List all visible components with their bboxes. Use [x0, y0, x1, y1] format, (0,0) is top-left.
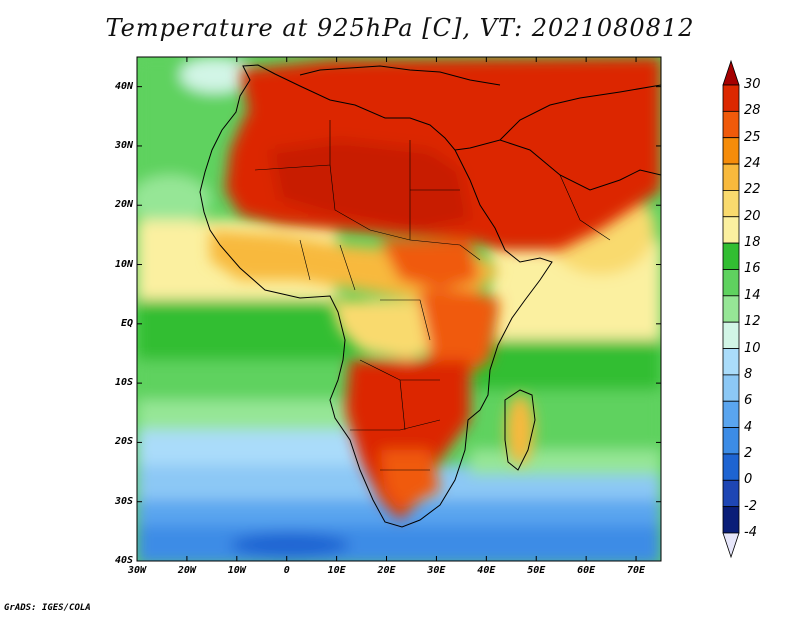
colorbar-label: 14	[744, 287, 761, 303]
colorbar	[722, 59, 740, 559]
colorbar-bottom-arrow	[722, 532, 740, 559]
colorbar-label: 2	[744, 445, 753, 461]
lon-label: 10W	[227, 565, 246, 576]
colorbar-label: -2	[744, 498, 757, 514]
colorbar-segment	[722, 269, 740, 297]
temperature-field	[137, 57, 661, 561]
colorbar-segment	[722, 295, 740, 323]
lon-label: 10E	[327, 565, 346, 576]
colorbar-label: 20	[744, 208, 761, 224]
colorbar-segment	[722, 110, 740, 139]
colorbar-label: 4	[744, 419, 753, 435]
lon-label: 60E	[577, 565, 596, 576]
colorbar-segment	[722, 216, 740, 244]
lon-label: 20E	[377, 565, 396, 576]
lat-label: 20S	[114, 436, 133, 448]
colorbar-label: -4	[744, 525, 757, 540]
colorbar-segment	[722, 84, 740, 112]
colorbar-label: 30	[744, 77, 761, 92]
lat-label: 10N	[114, 258, 133, 270]
colorbar-label: 12	[744, 314, 761, 330]
colorbar-label: 10	[744, 340, 761, 356]
colorbar-label: 0	[744, 472, 753, 488]
lon-label: 50E	[527, 565, 546, 576]
lon-label: 40E	[477, 565, 496, 576]
lon-label: 70E	[627, 565, 646, 576]
colorbar-segment	[722, 137, 740, 165]
map-frame	[136, 56, 662, 562]
colorbar-segment	[722, 242, 740, 270]
lat-label: 40N	[114, 80, 133, 92]
colorbar-top-arrow	[722, 59, 740, 86]
colorbar-segment	[722, 321, 740, 349]
colorbar-segment	[722, 400, 740, 428]
axis-ticks	[136, 57, 661, 562]
colorbar-label: 6	[744, 393, 753, 409]
colorbar-label: 22	[744, 182, 761, 198]
colorbar-segment	[722, 479, 740, 508]
colorbar-segment	[722, 453, 740, 481]
lon-label: 0	[283, 565, 290, 576]
colorbar-label: 24	[744, 156, 761, 172]
colorbar-label: 18	[744, 235, 761, 251]
lat-label: 30N	[114, 139, 133, 151]
colorbar-label: 16	[744, 261, 761, 277]
colorbar-segment	[722, 427, 740, 455]
lat-label: 20N	[114, 199, 133, 211]
lon-label: 30E	[427, 565, 446, 576]
colorbar-segment	[722, 374, 740, 402]
colorbar-segment	[722, 348, 740, 376]
map-title: Temperature at 925hPa [C], VT: 202108081…	[105, 14, 695, 42]
lat-label: 40S	[114, 555, 133, 566]
lon-label: 30W	[127, 565, 147, 576]
colorbar-segment	[722, 190, 740, 218]
colorbar-segment	[722, 163, 740, 191]
colorbar-label: 28	[744, 103, 761, 119]
lat-label: EQ	[120, 317, 133, 329]
colorbar-label: 8	[744, 366, 753, 382]
grads-credit: GrADS: IGES/COLA	[4, 603, 91, 613]
lat-label: 30S	[114, 495, 133, 507]
colorbar-label: 25	[744, 129, 761, 145]
lat-label: 10S	[114, 377, 133, 389]
country-borders	[254, 120, 611, 471]
lon-label: 20W	[177, 565, 196, 576]
colorbar-segment	[722, 506, 740, 534]
